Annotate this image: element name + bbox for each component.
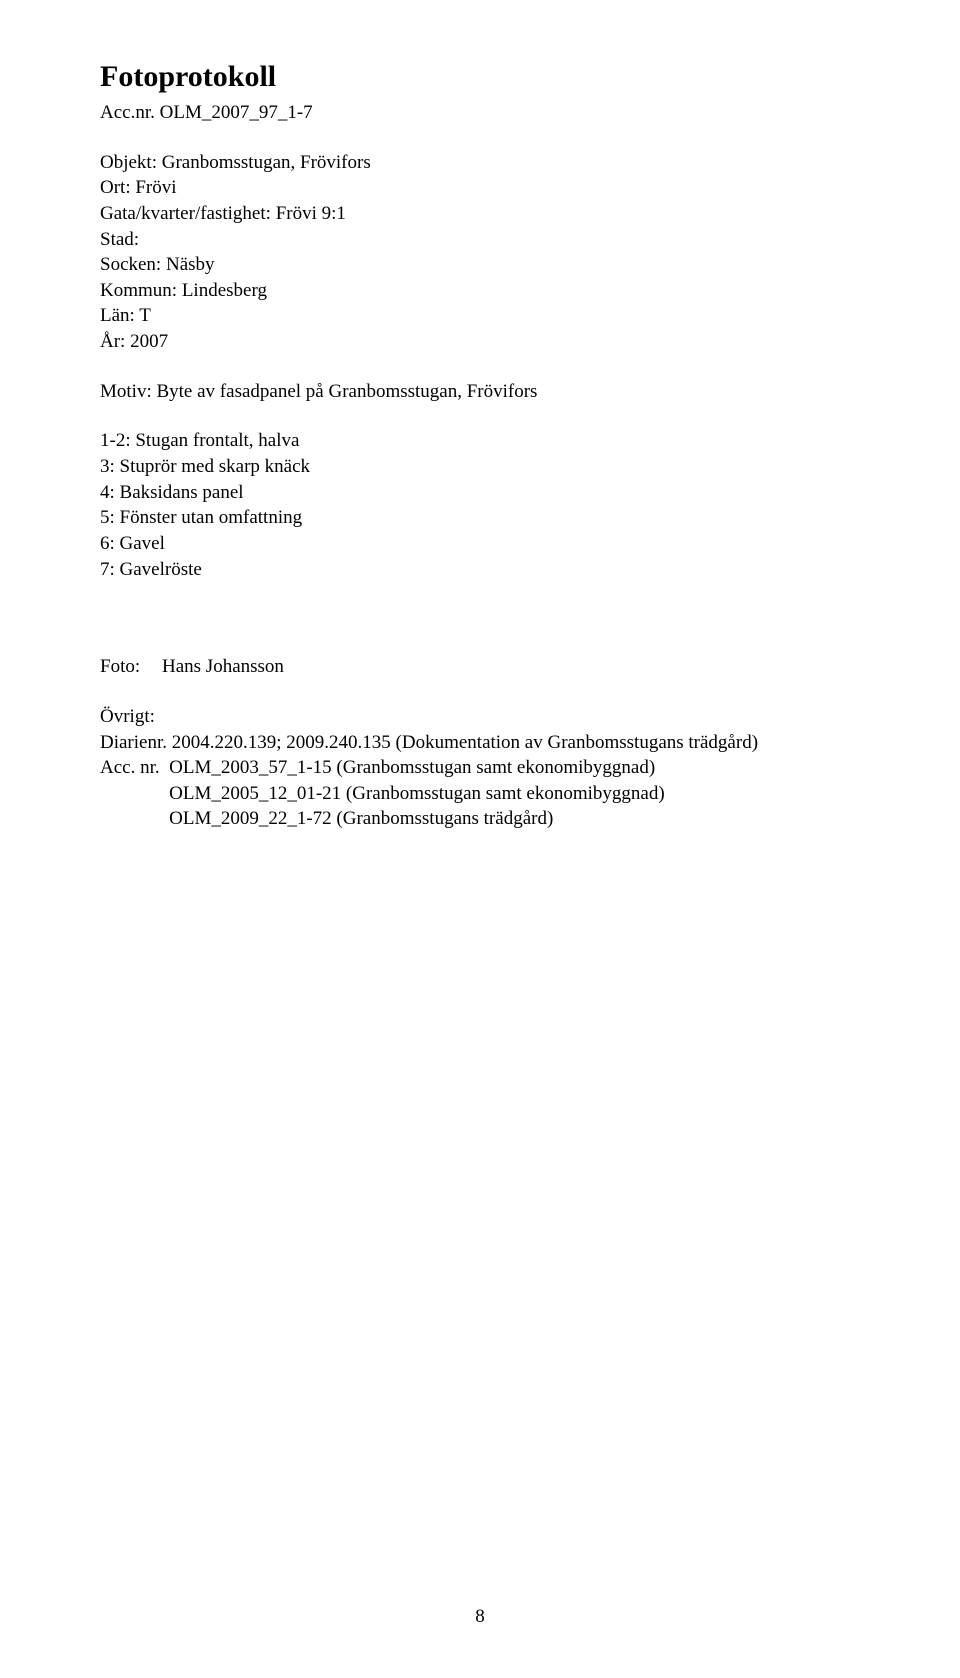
acc-block: Acc. nr. OLM_2003_57_1-15 (Granbomsstuga… — [100, 755, 860, 832]
field-lan: Län: T — [100, 303, 860, 329]
field-kommun: Kommun: Lindesberg — [100, 278, 860, 304]
ort-value: Frövi — [135, 177, 176, 198]
acc-line: OLM_2009_22_1-72 (Granbomsstugans trädgå… — [169, 806, 860, 832]
accnr-value: OLM_2007_97_1-7 — [160, 102, 313, 123]
page-number: 8 — [0, 1606, 960, 1628]
ort-label: Ort: — [100, 177, 131, 198]
foto-line: Foto: Hans Johansson — [100, 654, 860, 680]
field-gata: Gata/kvarter/fastighet: Frövi 9:1 — [100, 201, 860, 227]
accnr-line: Acc.nr. OLM_2007_97_1-7 — [100, 100, 860, 126]
field-socken: Socken: Näsby — [100, 252, 860, 278]
kommun-label: Kommun: — [100, 280, 177, 301]
motiv-line: Motiv: Byte av fasadpanel på Granbomsstu… — [100, 379, 860, 405]
gata-value: Frövi 9:1 — [276, 203, 346, 224]
acc-line: OLM_2005_12_01-21 (Granbomsstugan samt e… — [169, 781, 860, 807]
field-ar: År: 2007 — [100, 329, 860, 355]
motiv-list: 1-2: Stugan frontalt, halva 3: Stuprör m… — [100, 428, 860, 582]
ar-value: 2007 — [130, 331, 168, 352]
ovrigt-label: Övrigt: — [100, 704, 860, 730]
field-stad: Stad: — [100, 227, 860, 253]
acc-line: OLM_2003_57_1-15 (Granbomsstugan samt ek… — [169, 755, 860, 781]
motiv-item: 3: Stuprör med skarp knäck — [100, 454, 860, 480]
field-objekt: Objekt: Granbomsstugan, Frövifors — [100, 150, 860, 176]
diarienr-line: Diarienr. 2004.220.139; 2009.240.135 (Do… — [100, 730, 860, 756]
objekt-value: Granbomsstugan, Frövifors — [162, 152, 371, 173]
document-title: Fotoprotokoll — [100, 60, 860, 94]
socken-value: Näsby — [166, 254, 215, 275]
motiv-item: 5: Fönster utan omfattning — [100, 505, 860, 531]
foto-label: Foto: — [100, 654, 162, 680]
gata-label: Gata/kvarter/fastighet: — [100, 203, 271, 224]
objekt-label: Objekt: — [100, 152, 157, 173]
motiv-label: Motiv: — [100, 381, 152, 402]
socken-label: Socken: — [100, 254, 161, 275]
kommun-value: Lindesberg — [182, 280, 267, 301]
motiv-value: Byte av fasadpanel på Granbomsstugan, Fr… — [156, 381, 537, 402]
motiv-item: 1-2: Stugan frontalt, halva — [100, 428, 860, 454]
stad-label: Stad: — [100, 229, 139, 250]
lan-value: T — [139, 305, 151, 326]
motiv-item: 6: Gavel — [100, 531, 860, 557]
field-ort: Ort: Frövi — [100, 175, 860, 201]
lan-label: Län: — [100, 305, 135, 326]
acc-label: Acc. nr. — [100, 755, 169, 781]
accnr-label: Acc.nr. — [100, 102, 155, 123]
foto-value: Hans Johansson — [162, 654, 284, 680]
motiv-item: 4: Baksidans panel — [100, 480, 860, 506]
ar-label: År: — [100, 331, 125, 352]
motiv-item: 7: Gavelröste — [100, 557, 860, 583]
